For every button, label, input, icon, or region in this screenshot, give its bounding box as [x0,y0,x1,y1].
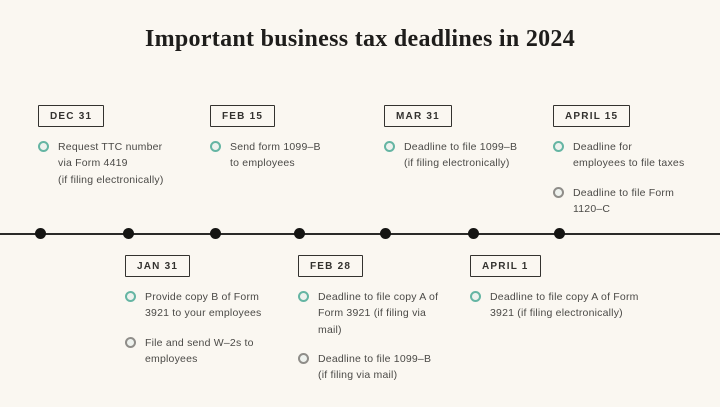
deadline-text: Provide copy B of Form 3921 to your empl… [145,291,262,320]
timeline-group-dec-31: DEC 31 Request TTC number via Form 4419 … [38,105,190,188]
deadline-item: Deadline for employees to file taxes [553,139,713,172]
timeline-group-april-1: APRIL 1 Deadline to file copy A of Form … [470,255,645,322]
deadline-item: File and send W–2s to employees [125,335,277,368]
deadline-item: Deadline to file copy A of Form 3921 (if… [470,289,645,322]
deadline-text: Send form 1099–B to employees [230,141,321,170]
bullet-circle-icon [553,186,564,198]
deadline-text: Deadline to file copy A of Form 3921 (if… [318,291,439,336]
date-label-box: FEB 28 [298,255,364,277]
deadline-item: Deadline to file copy A of Form 3921 (if… [298,289,450,338]
deadline-item: Deadline to file 1099–B (if filing via m… [298,351,450,384]
timeline-dot-feb-28 [294,228,305,239]
date-label: DEC 31 [50,111,93,122]
timeline-dot-april-1 [468,228,479,239]
date-label-box: FEB 15 [210,105,276,127]
date-label-box: JAN 31 [125,255,191,277]
date-label: APRIL 15 [565,111,619,122]
deadline-item: Deadline to file Form 1120–C [553,185,713,218]
bullet-circle-icon [298,291,309,302]
timeline-group-april-15: APRIL 15 Deadline for employees to file … [553,105,713,217]
bullet-circle-icon [210,141,221,152]
deadline-text: Request TTC number via Form 4419 (if fil… [58,141,164,186]
bullet-circle-icon [125,336,136,348]
deadline-item: Request TTC number via Form 4419 (if fil… [38,139,190,188]
deadline-item: Deadline to file 1099–B (if filing elect… [384,139,536,172]
date-label-box: MAR 31 [384,105,452,127]
timeline-group-feb-15: FEB 15 Send form 1099–B to employees [210,105,362,172]
bullet-circle-icon [470,291,481,302]
page-title: Important business tax deadlines in 2024 [144,26,576,52]
deadline-text: File and send W–2s to employees [145,336,254,365]
timeline-dot-mar-31 [380,228,391,239]
date-label: APRIL 1 [482,261,529,272]
date-label: JAN 31 [137,261,179,272]
timeline-dot-dec-31 [35,228,46,239]
deadline-text: Deadline to file 1099–B (if filing via m… [318,352,432,382]
timeline-dot-jan-31 [123,228,134,239]
bullet-circle-icon [553,141,564,152]
deadline-text: Deadline to file copy A of Form 3921 (if… [490,291,639,320]
date-label-box: DEC 31 [38,105,105,127]
timeline-group-feb-28: FEB 28 Deadline to file copy A of Form 3… [298,255,450,383]
date-label: FEB 28 [310,261,352,272]
bullet-circle-icon [298,352,309,364]
date-label: MAR 31 [396,111,440,122]
bullet-circle-icon [384,141,395,152]
timeline-line [0,233,720,235]
deadline-text: Deadline to file Form 1120–C [573,186,675,215]
timeline-group-jan-31: JAN 31 Provide copy B of Form 3921 to yo… [125,255,277,367]
deadline-text: Deadline for employees to file taxes [573,141,685,170]
timeline-group-mar-31: MAR 31 Deadline to file 1099–B (if filin… [384,105,536,172]
deadline-text: Deadline to file 1099–B (if filing elect… [404,141,518,170]
deadline-item: Provide copy B of Form 3921 to your empl… [125,289,277,322]
timeline-dot-april-15 [554,228,565,239]
deadline-item: Send form 1099–B to employees [210,139,362,172]
date-label: FEB 15 [222,111,264,122]
bullet-circle-icon [125,291,136,302]
bullet-circle-icon [38,141,49,152]
date-label-box: APRIL 15 [553,105,631,127]
date-label-box: APRIL 1 [470,255,541,277]
timeline-dot-feb-15 [210,228,221,239]
